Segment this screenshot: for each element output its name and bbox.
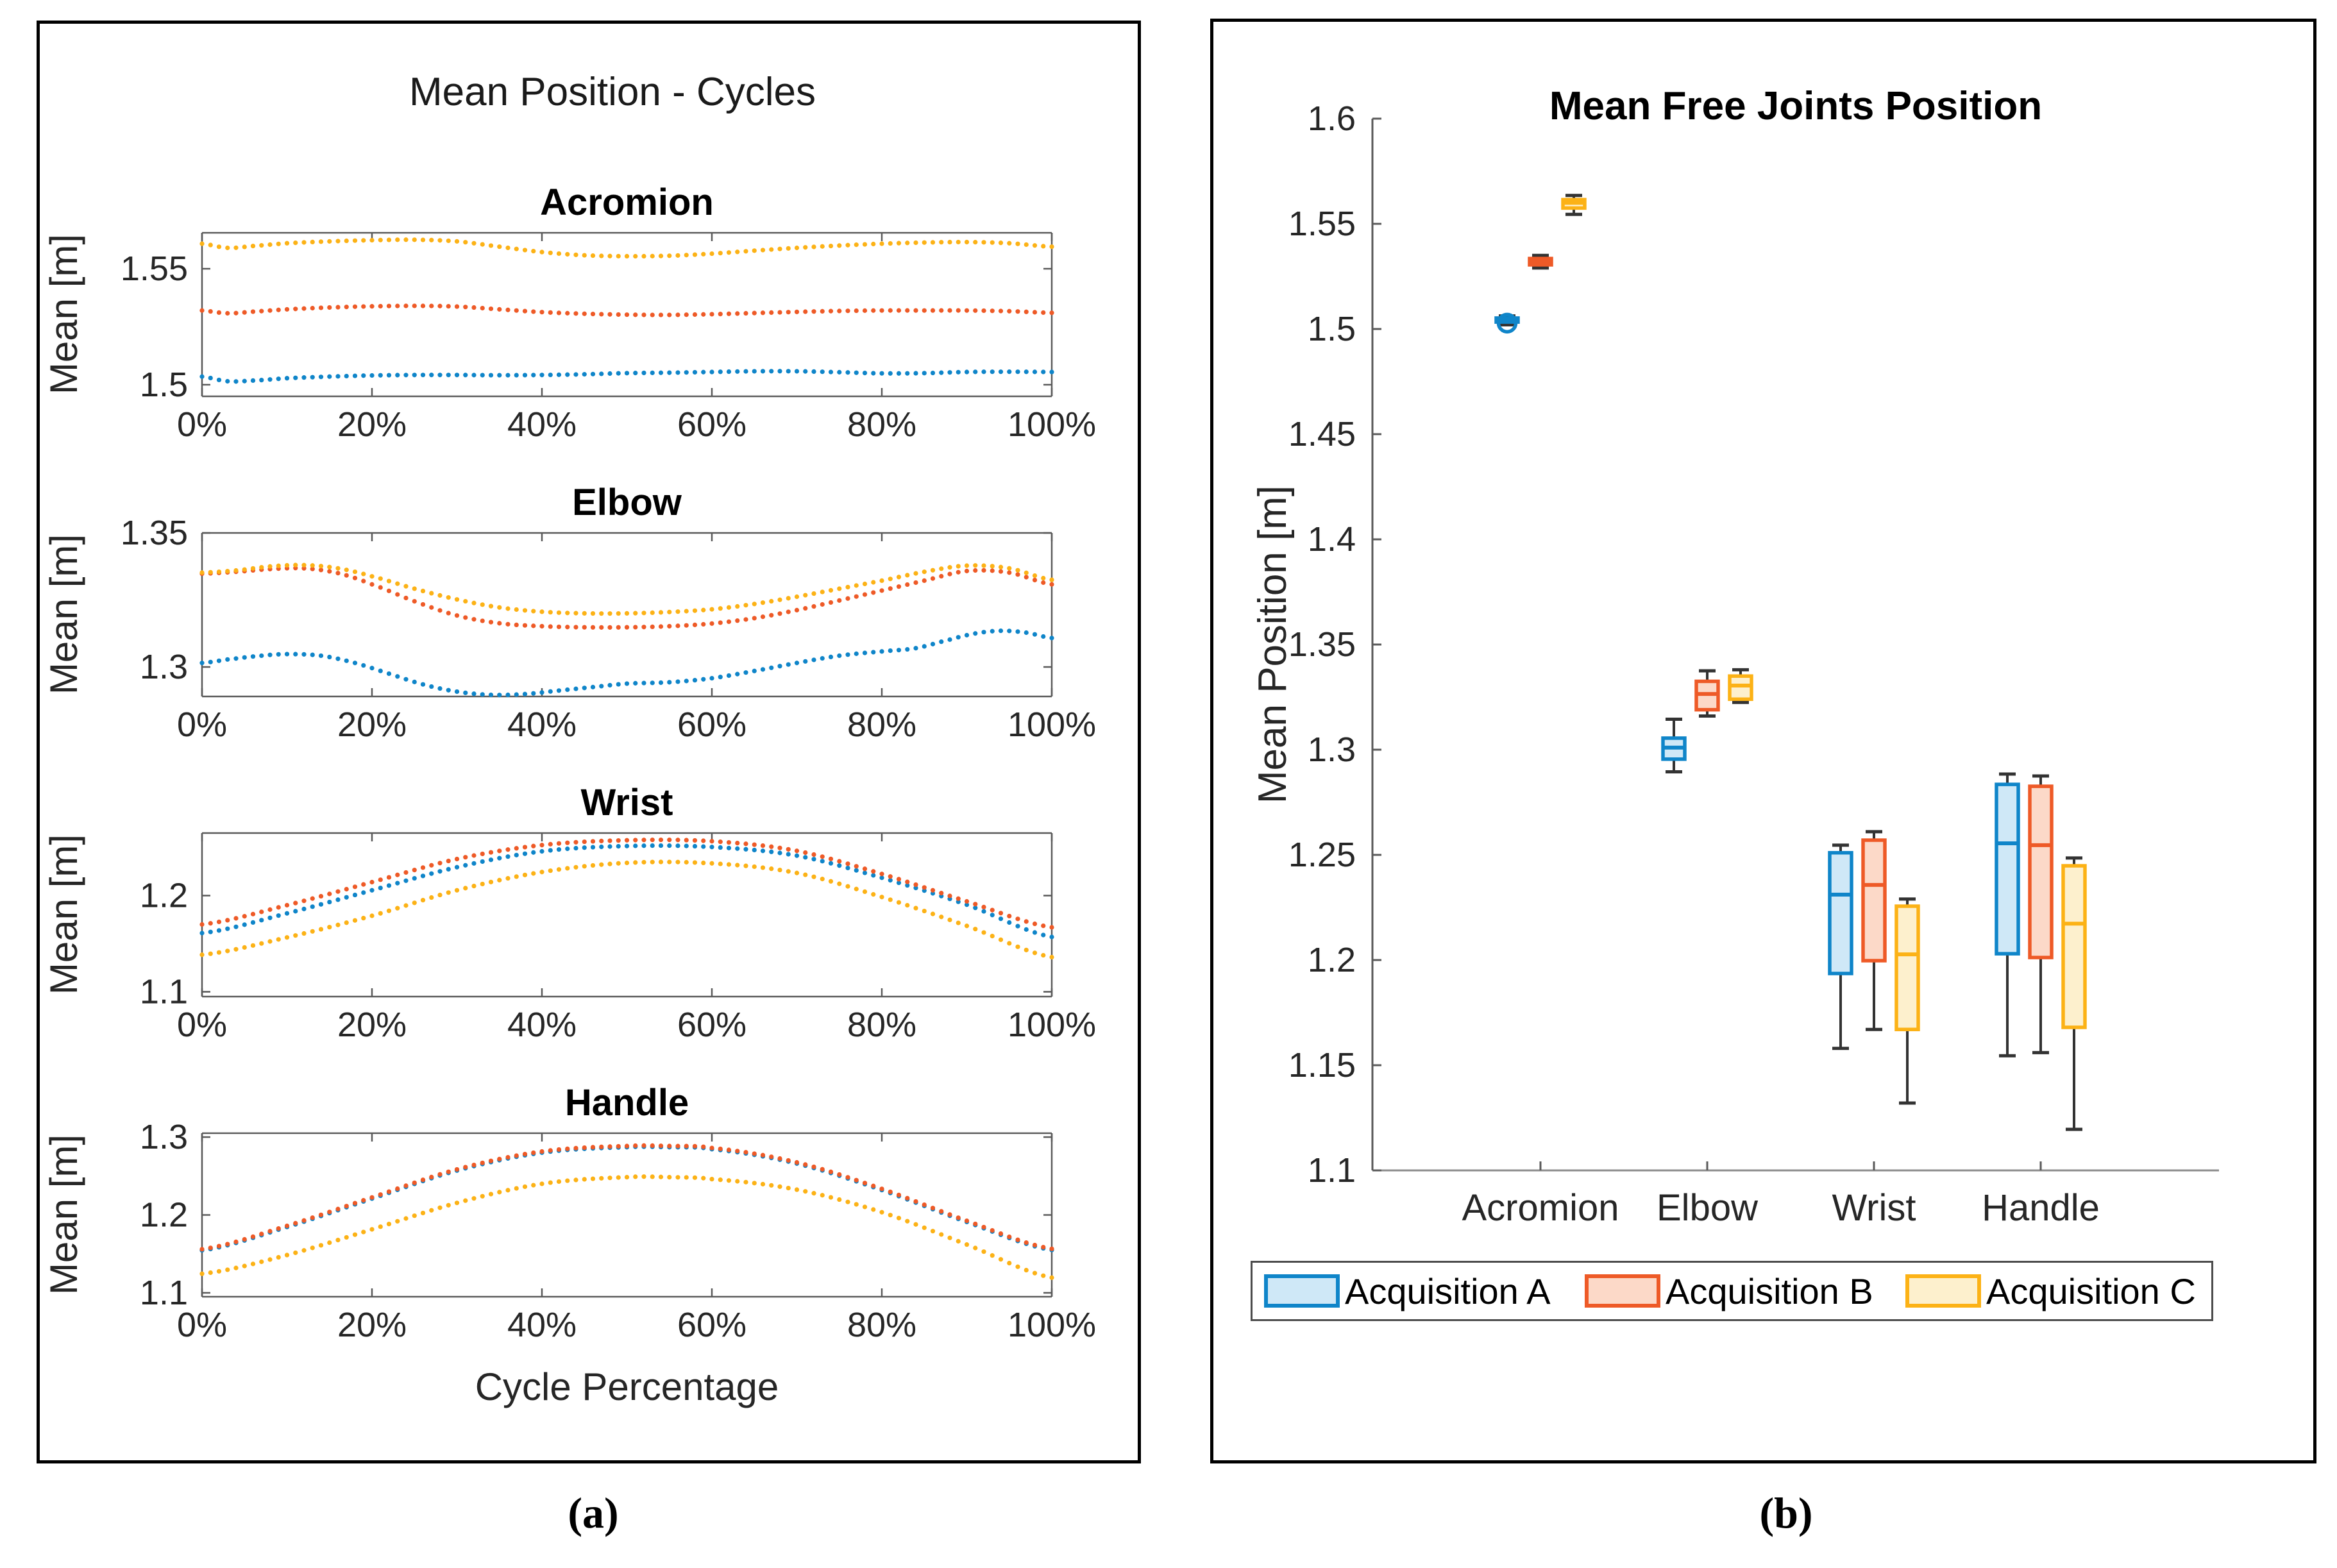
legend-swatch-acquisition-c-icon [1905, 1274, 1981, 1308]
legend-label-acquisition-b: Acquisition B [1666, 1270, 1873, 1311]
subplot-title-elbow: Elbow [572, 482, 682, 523]
svg-text:40%: 40% [507, 1306, 577, 1344]
legend-entry-acquisition-c: Acquisition C [1905, 1263, 2196, 1319]
legend-swatch-acquisition-b-icon [1585, 1274, 1660, 1308]
svg-text:1.5: 1.5 [140, 366, 188, 404]
svg-text:Elbow: Elbow [1657, 1187, 1759, 1229]
svg-text:1.2: 1.2 [140, 877, 188, 915]
svg-text:1.5: 1.5 [1308, 310, 1356, 348]
xlabel-cycle-percentage: Cycle Percentage [475, 1365, 779, 1408]
svg-text:Handle: Handle [1982, 1187, 2100, 1229]
svg-text:20%: 20% [337, 405, 407, 444]
svg-text:1.1: 1.1 [1308, 1151, 1356, 1190]
subplot-title-acromion: Acromion [540, 181, 714, 223]
svg-text:1.25: 1.25 [1288, 836, 1356, 874]
svg-text:80%: 80% [847, 1006, 916, 1044]
svg-text:Wrist: Wrist [1832, 1187, 1916, 1229]
svg-text:100%: 100% [1008, 1306, 1096, 1344]
svg-text:1.4: 1.4 [1308, 520, 1356, 559]
caption-b: (b) [1759, 1488, 1813, 1537]
ylabel-acromion: Mean [m] [42, 233, 85, 395]
svg-text:1.1: 1.1 [140, 973, 188, 1011]
legend-label-acquisition-c: Acquisition C [1986, 1270, 2196, 1311]
svg-text:100%: 100% [1008, 1006, 1096, 1044]
svg-text:1.3: 1.3 [1308, 730, 1356, 769]
svg-text:1.15: 1.15 [1288, 1046, 1356, 1084]
panel-a-border [37, 21, 1141, 1463]
svg-text:60%: 60% [677, 1306, 747, 1344]
svg-text:0%: 0% [177, 705, 227, 744]
subplot-title-handle: Handle [564, 1082, 689, 1124]
legend-entry-acquisition-b: Acquisition B [1585, 1263, 1873, 1319]
svg-text:1.1: 1.1 [140, 1274, 188, 1312]
panel-b-border [1210, 19, 2316, 1463]
svg-text:40%: 40% [507, 1006, 577, 1044]
svg-text:1.3: 1.3 [140, 648, 188, 686]
svg-text:1.55: 1.55 [121, 249, 188, 288]
svg-text:40%: 40% [507, 705, 577, 744]
svg-text:80%: 80% [847, 405, 916, 444]
svg-text:20%: 20% [337, 1006, 407, 1044]
svg-text:1.35: 1.35 [1288, 625, 1356, 664]
legend-swatch-acquisition-a-icon [1264, 1274, 1340, 1308]
svg-text:60%: 60% [677, 705, 747, 744]
panel-a-title: Mean Position - Cycles [409, 70, 816, 114]
svg-text:1.2: 1.2 [140, 1196, 188, 1235]
panel-b-title: Mean Free Joints Position [1549, 84, 2043, 128]
svg-text:60%: 60% [677, 405, 747, 444]
ylabel-handle: Mean [m] [42, 1134, 85, 1295]
caption-a: (a) [568, 1488, 619, 1537]
svg-text:20%: 20% [337, 705, 407, 744]
svg-text:1.45: 1.45 [1288, 415, 1356, 453]
svg-text:20%: 20% [337, 1306, 407, 1344]
ylabel-mean-position: Mean Position [m] [1251, 485, 1295, 804]
svg-text:1.2: 1.2 [1308, 941, 1356, 979]
svg-text:0%: 0% [177, 1306, 227, 1344]
legend-entry-acquisition-a: Acquisition A [1264, 1263, 1551, 1319]
svg-text:100%: 100% [1008, 405, 1096, 444]
svg-text:60%: 60% [677, 1006, 747, 1044]
svg-text:80%: 80% [847, 1306, 916, 1344]
svg-text:80%: 80% [847, 705, 916, 744]
ylabel-wrist: Mean [m] [42, 834, 85, 995]
svg-text:1.35: 1.35 [121, 514, 188, 552]
svg-text:1.55: 1.55 [1288, 205, 1356, 243]
svg-text:0%: 0% [177, 405, 227, 444]
legend-label-acquisition-a: Acquisition A [1345, 1270, 1551, 1311]
svg-text:Acromion: Acromion [1462, 1187, 1619, 1229]
subplot-title-wrist: Wrist [580, 782, 673, 823]
svg-text:0%: 0% [177, 1006, 227, 1044]
svg-text:100%: 100% [1008, 705, 1096, 744]
svg-text:40%: 40% [507, 405, 577, 444]
svg-text:1.3: 1.3 [140, 1118, 188, 1156]
svg-text:1.6: 1.6 [1308, 99, 1356, 138]
legend: Acquisition A Acquisition B Acquisition … [1251, 1261, 2213, 1321]
ylabel-elbow: Mean [m] [42, 534, 85, 695]
